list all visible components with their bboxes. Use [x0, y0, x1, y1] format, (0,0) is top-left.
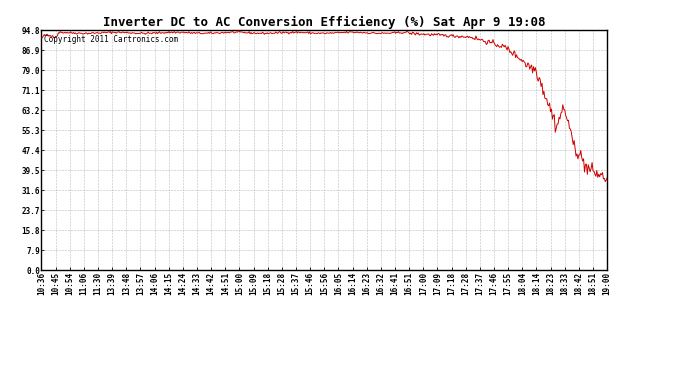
Title: Inverter DC to AC Conversion Efficiency (%) Sat Apr 9 19:08: Inverter DC to AC Conversion Efficiency …	[103, 16, 546, 29]
Text: Copyright 2011 Cartronics.com: Copyright 2011 Cartronics.com	[44, 35, 178, 44]
